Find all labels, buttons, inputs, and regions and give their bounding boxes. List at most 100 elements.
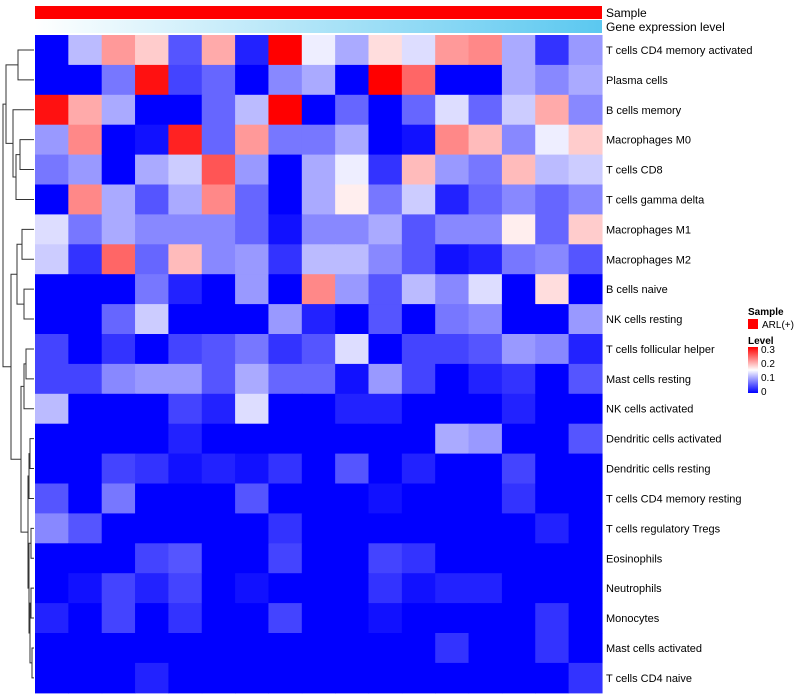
dendrogram-branch — [23, 288, 34, 320]
heatmap-cell-r0-c13 — [468, 35, 503, 66]
heatmap-cell-r4-c13 — [468, 154, 503, 186]
heatmap-cell-r21-c10 — [368, 662, 403, 694]
heatmap-cell-r11-c14 — [501, 363, 536, 395]
heatmap-cell-r16-c12 — [435, 513, 470, 544]
heatmap-cell-r18-c4 — [168, 573, 203, 604]
heatmap-cell-r18-c8 — [301, 573, 336, 604]
heatmap-cell-r1-c16 — [568, 64, 603, 96]
heatmap-cell-r7-c1 — [68, 244, 103, 275]
heatmap-cell-r15-c9 — [335, 483, 370, 514]
heatmap-cell-r4-c15 — [535, 154, 570, 186]
legend-level-colorbar — [748, 347, 758, 393]
row-label-7: Macrophages M2 — [606, 254, 691, 266]
heatmap-cell-r21-c2 — [101, 662, 136, 694]
heatmap-cell-r13-c11 — [401, 423, 436, 455]
gene-expression-annotation-bar — [35, 20, 602, 33]
heatmap-cell-r6-c0 — [35, 214, 69, 245]
heatmap-cell-r8-c2 — [101, 274, 136, 305]
heatmap-cell-r18-c16 — [568, 573, 603, 604]
heatmap-cell-r15-c11 — [401, 483, 436, 514]
heatmap-cell-r8-c1 — [68, 274, 103, 305]
heatmap-cell-r3-c2 — [101, 124, 136, 156]
heatmap-cell-r7-c13 — [468, 244, 503, 275]
heatmap-cell-r11-c6 — [235, 363, 270, 395]
legend-tick-0.3: 0.3 — [761, 345, 775, 356]
heatmap-cell-r14-c16 — [568, 453, 603, 485]
heatmap-cell-r21-c12 — [435, 662, 470, 694]
heatmap-cell-r16-c9 — [335, 513, 370, 544]
heatmap-cell-r7-c0 — [35, 244, 69, 275]
legend: Sample ARL(+) Level 0.3 0.2 0.1 0 — [748, 307, 794, 398]
heatmap-cell-r4-c9 — [335, 154, 370, 186]
heatmap-cell-r2-c7 — [268, 94, 303, 126]
heatmap-cell-r1-c8 — [301, 64, 336, 96]
legend-tick-0.1: 0.1 — [761, 373, 775, 384]
heatmap-cell-r14-c8 — [301, 453, 336, 485]
heatmap-cell-r15-c4 — [168, 483, 203, 514]
legend-tick-0.2: 0.2 — [761, 359, 775, 370]
heatmap-cell-r14-c10 — [368, 453, 403, 485]
heatmap-cell-r7-c15 — [535, 244, 570, 275]
heatmap-cell-r17-c13 — [468, 543, 503, 574]
heatmap-cell-r19-c1 — [68, 603, 103, 634]
heatmap-cell-r8-c12 — [435, 274, 470, 305]
heatmap-cell-r20-c12 — [435, 633, 470, 664]
heatmap-cell-r6-c4 — [168, 214, 203, 245]
heatmap-cell-r13-c7 — [268, 423, 303, 455]
heatmap-cell-r16-c5 — [201, 513, 236, 544]
heatmap-cell-r20-c13 — [468, 633, 503, 664]
heatmap-cell-r12-c10 — [368, 393, 403, 425]
heatmap-cell-r18-c2 — [101, 573, 136, 604]
heatmap-cell-r6-c14 — [501, 214, 536, 245]
heatmap-cell-r6-c1 — [68, 214, 103, 245]
heatmap-cell-r7-c7 — [268, 244, 303, 275]
heatmap-cell-r12-c1 — [68, 393, 103, 425]
heatmap-cell-r3-c16 — [568, 124, 603, 156]
row-label-10: T cells follicular helper — [606, 344, 715, 356]
legend-sample-swatch — [748, 319, 758, 329]
heatmap-cell-r7-c9 — [335, 244, 370, 275]
heatmap-cell-r7-c14 — [501, 244, 536, 275]
heatmap-cell-r17-c3 — [135, 543, 169, 574]
heatmap-cell-r5-c5 — [201, 184, 236, 215]
heatmap-cell-r7-c6 — [235, 244, 270, 275]
heatmap-cell-r11-c0 — [35, 363, 69, 395]
heatmap-cell-r13-c15 — [535, 423, 570, 455]
heatmap-cell-r5-c12 — [435, 184, 470, 215]
heatmap-cell-r13-c3 — [135, 423, 169, 455]
row-label-1: Plasma cells — [606, 75, 668, 87]
heatmap-cell-r15-c16 — [568, 483, 603, 514]
heatmap-cell-r0-c12 — [435, 35, 470, 66]
heatmap-cell-r11-c16 — [568, 363, 603, 395]
heatmap-cell-r15-c7 — [268, 483, 303, 514]
heatmap-cell-r5-c2 — [101, 184, 136, 215]
dendrogram-branch — [2, 103, 11, 368]
heatmap-cell-r19-c15 — [535, 603, 570, 634]
heatmap-cell-r2-c12 — [435, 94, 470, 126]
row-label-18: Neutrophils — [606, 583, 662, 595]
heatmap-cell-r9-c9 — [335, 304, 370, 335]
heatmap-cell-r21-c16 — [568, 662, 603, 694]
heatmap-cell-r10-c1 — [68, 334, 103, 365]
heatmap-cell-r18-c13 — [468, 573, 503, 604]
heatmap-cell-r10-c12 — [435, 334, 470, 365]
heatmap-cell-r12-c14 — [501, 393, 536, 425]
heatmap-cell-r9-c8 — [301, 304, 336, 335]
heatmap-cell-r3-c13 — [468, 124, 503, 156]
dendrogram-branch — [30, 587, 34, 619]
heatmap-cell-r2-c2 — [101, 94, 136, 126]
heatmap-cell-r3-c12 — [435, 124, 470, 156]
heatmap-cell-r6-c12 — [435, 214, 470, 245]
heatmap-cell-r19-c3 — [135, 603, 169, 634]
row-labels: T cells CD4 memory activated Plasma cells… — [606, 45, 753, 685]
heatmap-cell-r11-c13 — [468, 363, 503, 395]
heatmap-cell-r0-c2 — [101, 35, 136, 66]
heatmap-cell-r12-c6 — [235, 393, 270, 425]
heatmap-cell-r18-c7 — [268, 573, 303, 604]
heatmap-cell-r20-c7 — [268, 633, 303, 664]
heatmap-cell-r21-c6 — [235, 662, 270, 694]
heatmap-cell-r5-c11 — [401, 184, 436, 215]
heatmap-cell-r16-c0 — [35, 513, 69, 544]
heatmap-cell-r3-c6 — [235, 124, 270, 156]
heatmap-cell-r6-c10 — [368, 214, 403, 245]
